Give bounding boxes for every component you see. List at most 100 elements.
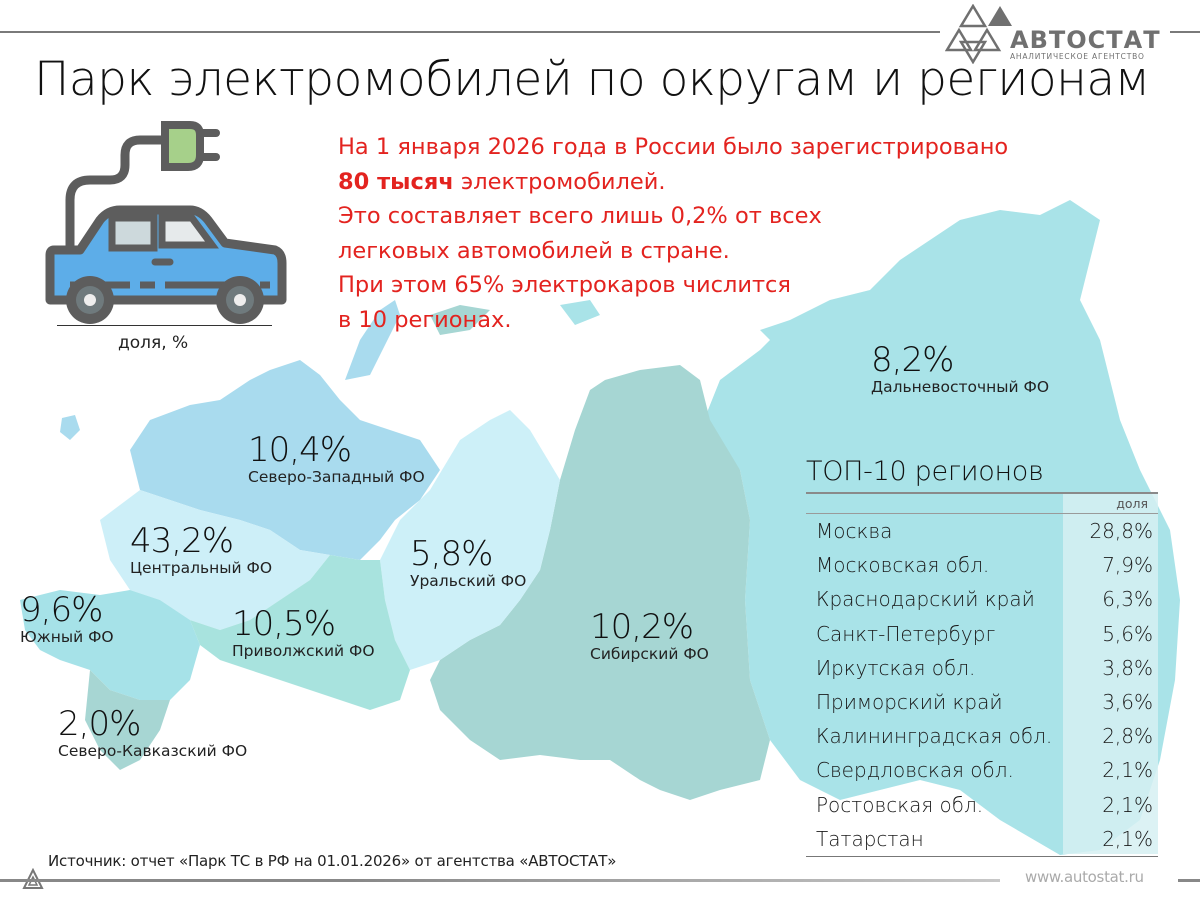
- region-share: 28,8%: [1089, 519, 1153, 543]
- region-ural: [380, 410, 560, 670]
- top10-table: ТОП-10 регионов доля Москва 28,8% Московс…: [806, 456, 1158, 857]
- label-central: 43,2% Центральный ФО: [130, 523, 272, 577]
- footer-rule-gradient: [350, 879, 1000, 882]
- ground-line: [57, 325, 272, 326]
- table-row: Санкт-Петербург 5,6%: [806, 617, 1158, 651]
- table-row: Ростовская обл. 2,1%: [806, 788, 1158, 822]
- top10-title: ТОП-10 регионов: [806, 456, 1044, 487]
- intro-line: электромобилей.: [453, 168, 666, 195]
- arctic-island: [430, 305, 490, 335]
- region-share: 43,2%: [130, 521, 234, 561]
- arctic-island: [560, 300, 600, 325]
- region-share: 2,8%: [1102, 724, 1153, 749]
- table-header: доля: [806, 494, 1158, 514]
- source-note: Источник: отчет «Парк ТС в РФ на 01.01.2…: [48, 852, 617, 870]
- region-northwest: [130, 360, 440, 560]
- intro-line: в 10 регионах.: [338, 306, 512, 333]
- region-name: Краснодарский край: [816, 587, 1035, 612]
- footer-rule-right: [1178, 879, 1200, 882]
- arctic-island: [345, 300, 400, 380]
- region-share: 10,5%: [232, 604, 336, 644]
- region-volga: [190, 555, 410, 710]
- autostat-logo-icon: [945, 4, 1012, 64]
- intro-line: При этом: [338, 272, 455, 298]
- region-name: Центральный ФО: [130, 559, 273, 577]
- region-central: [100, 490, 330, 630]
- column-header-share: доля: [1116, 496, 1148, 511]
- table-row: Иркутская обл. 3,8%: [806, 651, 1158, 685]
- region-share: 2,1%: [1102, 758, 1153, 783]
- brand-subtitle: АНАЛИТИЧЕСКОЕ АГЕНТСТВО: [1010, 52, 1145, 61]
- region-siberia: [430, 365, 770, 800]
- intro-highlight: 0,2%: [670, 203, 728, 229]
- intro-highlight: 80 тысяч: [338, 168, 454, 195]
- table-row: Свердловская обл. 2,1%: [806, 753, 1158, 787]
- share-column-bg: [1063, 494, 1158, 854]
- region-share: 2,0%: [58, 704, 141, 744]
- footer-rule: [0, 879, 350, 882]
- electric-car-icon: [45, 121, 287, 324]
- region-name: Московская обл.: [816, 553, 990, 578]
- region-share: 10,2%: [590, 607, 694, 647]
- region-share: 7,9%: [1102, 553, 1153, 578]
- region-name: Татарстан: [816, 826, 924, 851]
- region-name: Северо-Кавказский ФО: [58, 742, 248, 760]
- table-top-rule: [806, 492, 1158, 494]
- region-name: Санкт-Петербург: [816, 621, 996, 646]
- region-share: 5,8%: [410, 534, 493, 574]
- region-far-east: [700, 200, 1180, 855]
- table-row: Калининградская обл. 2,8%: [806, 719, 1158, 753]
- intro-line: от всех: [727, 203, 822, 229]
- region-name: Ростовская обл.: [816, 792, 984, 817]
- region-name: Уральский ФО: [410, 572, 527, 590]
- intro-text: На 1 января 2026 года в России было заре…: [338, 130, 1138, 337]
- header-rule: [0, 31, 940, 33]
- label-ural: 5,8% Уральский ФО: [410, 536, 526, 590]
- region-name: Калининградская обл.: [816, 724, 1053, 749]
- header-rule-right: [1170, 31, 1200, 33]
- label-volga: 10,5% Приволжский ФО: [232, 606, 375, 660]
- region-share: 9,6%: [20, 590, 103, 630]
- region-name: Сибирский ФО: [590, 645, 709, 663]
- region-name: Свердловская обл.: [816, 758, 1014, 783]
- region-share: 10,4%: [248, 430, 352, 470]
- region-share: 5,6%: [1102, 621, 1153, 646]
- region-share: 3,8%: [1102, 655, 1153, 680]
- table-bottom-rule: [806, 855, 1158, 857]
- website-link[interactable]: www.autostat.ru: [1025, 868, 1144, 886]
- region-name: Приморский край: [816, 689, 1003, 714]
- share-unit-label: доля, %: [118, 333, 189, 353]
- table-row: Татарстан 2,1%: [806, 822, 1158, 856]
- intro-line: На 1 января 2026 года в России было заре…: [338, 134, 1009, 160]
- label-far-east: 8,2% Дальневосточный ФО: [871, 342, 1049, 396]
- region-name: Иркутская обл.: [816, 655, 976, 680]
- label-north-caucasus: 2,0% Северо-Кавказский ФО: [58, 706, 247, 760]
- region-name: Дальневосточный ФО: [871, 378, 1050, 396]
- region-share: 2,1%: [1102, 792, 1153, 817]
- table-row: Москва 28,8%: [806, 514, 1158, 548]
- region-north-caucasus: [85, 670, 170, 770]
- brand-name: АВТОСТАТ: [1010, 26, 1161, 54]
- region-name: Приволжский ФО: [232, 642, 375, 660]
- region-share: 2,1%: [1102, 826, 1153, 851]
- intro-line: электрокаров числится: [504, 272, 791, 298]
- page-title: Парк электромобилей по округам и региона…: [34, 52, 1150, 107]
- region-kaliningrad: [60, 415, 80, 440]
- region-share: 3,6%: [1102, 689, 1153, 714]
- region-name: Северо-Западный ФО: [248, 468, 425, 486]
- label-northwest: 10,4% Северо-Западный ФО: [248, 432, 425, 486]
- region-name: Москва: [816, 519, 893, 543]
- intro-line: легковых автомобилей в стране.: [338, 237, 730, 264]
- region-share: 6,3%: [1102, 587, 1153, 612]
- label-south: 9,6% Южный ФО: [20, 592, 114, 646]
- table-row: Приморский край 3,6%: [806, 685, 1158, 719]
- region-name: Южный ФО: [20, 628, 114, 646]
- table-row: Московская обл. 7,9%: [806, 548, 1158, 582]
- intro-highlight: 65%: [454, 272, 505, 298]
- intro-line: Это составляет всего лишь: [338, 203, 671, 229]
- arctic-island: [760, 320, 800, 345]
- region-south: [20, 590, 200, 700]
- region-share: 8,2%: [871, 340, 954, 380]
- table-row: Краснодарский край 6,3%: [806, 582, 1158, 616]
